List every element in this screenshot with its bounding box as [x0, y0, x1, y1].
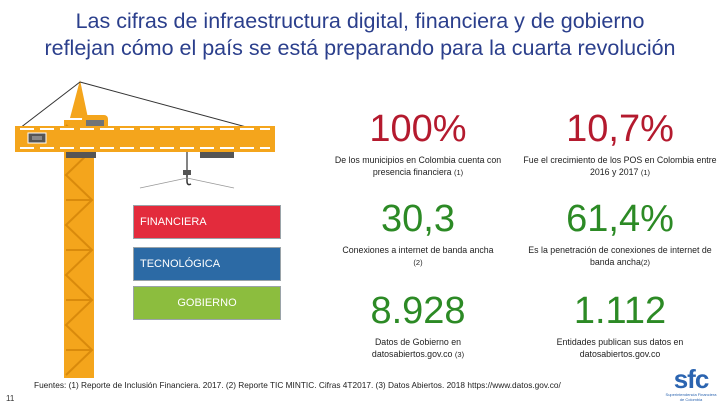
logo-mark: sfc: [673, 364, 710, 394]
block-tecnologica: TECNOLÓGICA: [133, 247, 281, 281]
stat-value: 1.112: [573, 290, 667, 332]
stat-conexiones: 30,3 Conexiones a internet de banda anch…: [318, 198, 518, 269]
block-tecnologica-label: TECNOLÓGICA: [140, 258, 221, 270]
title-line-1: Las cifras de infraestructura digital, f…: [75, 9, 645, 33]
sling-left: [139, 177, 188, 189]
stat-value: 61,4%: [566, 198, 674, 240]
stat-value: 8.928: [370, 290, 466, 332]
stat-desc: Datos de Gobierno en datosabiertos.gov.c…: [371, 337, 465, 359]
counterweight-icon: [27, 132, 47, 144]
slide-title: Las cifras de infraestructura digital, f…: [6, 8, 714, 62]
block-financiera: FINANCIERA: [133, 205, 281, 239]
crane-icon: [15, 80, 275, 378]
hook-icon: [183, 170, 192, 186]
crane-top: [70, 80, 88, 118]
stat-desc: Entidades publican sus datos en datosabi…: [556, 337, 684, 359]
stat-value: 30,3: [381, 198, 455, 240]
page-number: 11: [6, 394, 15, 403]
trolley: [200, 152, 234, 158]
stat-municipios: 100% De los municipios en Colombia cuent…: [318, 108, 518, 179]
sources-footer: Fuentes: (1) Reporte de Inclusión Financ…: [34, 380, 561, 390]
sfc-logo: sfc Superintendencia Financiera de Colom…: [664, 366, 718, 404]
stat-desc: Fue el crecimiento de los POS en Colombi…: [523, 155, 717, 177]
block-gobierno: GOBIERNO: [133, 286, 281, 320]
cable-right: [79, 81, 251, 129]
sling-right: [186, 177, 235, 189]
crane-mast: [64, 120, 94, 378]
title-line-2: reflejan cómo el país se está preparando…: [44, 36, 676, 60]
stat-desc: Conexiones a internet de banda ancha (2): [342, 245, 494, 267]
crane-jib: [15, 126, 275, 152]
stat-value: 100%: [369, 108, 467, 150]
stat-entidades: 1.112 Entidades publican sus datos en da…: [520, 290, 720, 361]
stat-desc: Es la penetración de conexiones de inter…: [528, 245, 712, 267]
logo-subtitle: Superintendencia Financiera de Colombia: [665, 392, 717, 402]
stat-pos: 10,7% Fue el crecimiento de los POS en C…: [520, 108, 720, 179]
cable-left: [19, 81, 81, 129]
block-gobierno-label: GOBIERNO: [177, 297, 237, 309]
stat-penetracion: 61,4% Es la penetración de conexiones de…: [520, 198, 720, 269]
stat-desc: De los municipios en Colombia cuenta con…: [334, 155, 502, 177]
stat-value: 10,7%: [566, 108, 674, 150]
stat-datos-gobierno: 8.928 Datos de Gobierno en datosabiertos…: [318, 290, 518, 361]
block-financiera-label: FINANCIERA: [140, 216, 207, 228]
counterweight-bar: [66, 152, 96, 158]
